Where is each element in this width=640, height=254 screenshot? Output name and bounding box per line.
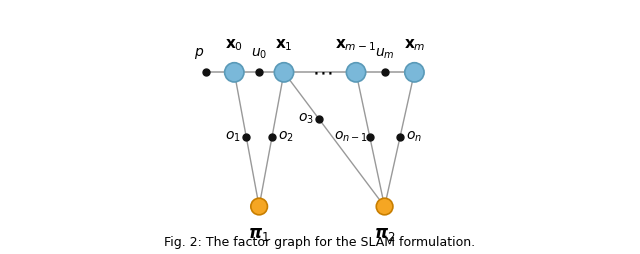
Text: $\boldsymbol{\pi}_1$: $\boldsymbol{\pi}_1$ [248,225,270,243]
Circle shape [376,198,393,215]
Text: $o_2$: $o_2$ [278,130,293,144]
Text: $o_{n-1}$: $o_{n-1}$ [334,130,368,144]
Circle shape [346,63,365,82]
Circle shape [225,63,244,82]
Text: Fig. 2: The factor graph for the SLAM formulation.: Fig. 2: The factor graph for the SLAM fo… [164,236,476,249]
Text: $\mathbf{x}_{m-1}$: $\mathbf{x}_{m-1}$ [335,37,376,53]
Text: $o_n$: $o_n$ [406,130,422,144]
Text: $\mathbf{x}_1$: $\mathbf{x}_1$ [275,37,293,53]
Text: $p$: $p$ [195,46,204,61]
Text: $o_3$: $o_3$ [298,112,314,126]
Circle shape [251,198,268,215]
Text: $o_1$: $o_1$ [225,130,241,144]
Text: $\boldsymbol{\pi}_2$: $\boldsymbol{\pi}_2$ [374,225,396,243]
Text: $\cdots$: $\cdots$ [312,62,333,82]
Text: $\mathbf{x}_m$: $\mathbf{x}_m$ [404,37,425,53]
Text: $u_0$: $u_0$ [251,47,268,61]
Text: $\mathbf{x}_0$: $\mathbf{x}_0$ [225,37,243,53]
Text: $u_m$: $u_m$ [375,47,394,61]
Circle shape [275,63,294,82]
Circle shape [404,63,424,82]
